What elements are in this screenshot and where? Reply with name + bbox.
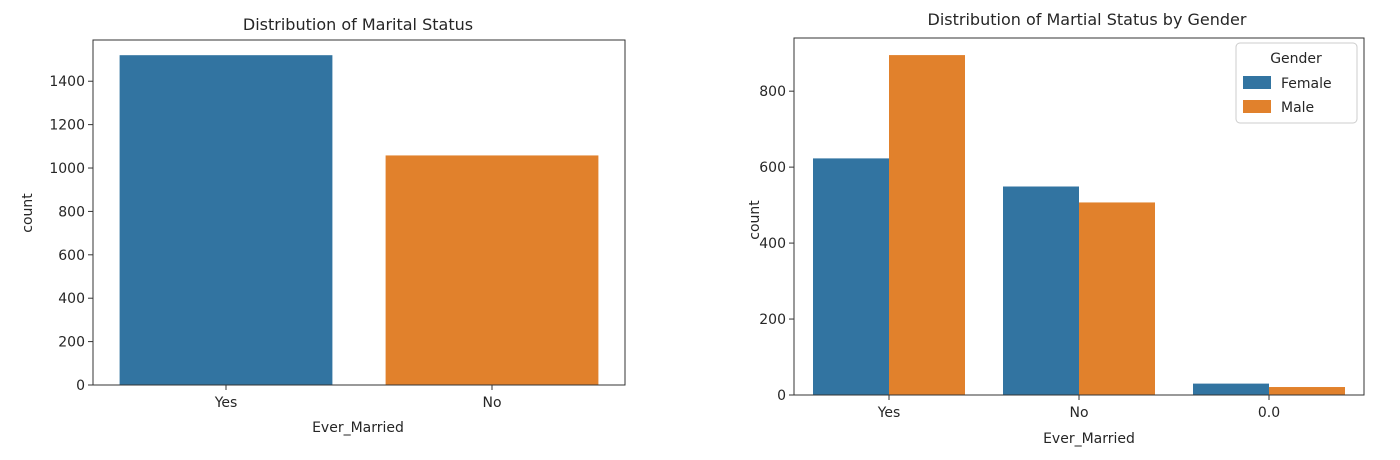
- y-tick-label: 1400: [49, 74, 85, 90]
- plot-frame: [793, 37, 1365, 396]
- bar-female-0-0: [1193, 383, 1269, 395]
- y-tick-label: 800: [759, 84, 786, 100]
- legend-swatch-female: [1243, 76, 1271, 89]
- chart-title: Distribution of Marital Status: [243, 15, 473, 34]
- y-tick-label: 200: [58, 335, 85, 351]
- marital-status-by-gender-chart: Distribution of Martial Status by Gender…: [747, 10, 1365, 447]
- x-tick-label: Yes: [877, 405, 901, 421]
- legend-swatch-male: [1243, 100, 1271, 113]
- x-axis-label: Ever_Married: [1043, 431, 1135, 447]
- y-tick-label: 400: [759, 236, 786, 252]
- legend: Gender Female Male: [1235, 42, 1358, 124]
- x-axis-label: Ever_Married: [312, 420, 404, 436]
- legend-label-female: Female: [1281, 76, 1332, 92]
- y-tick-label: 0: [76, 378, 85, 394]
- y-tick-label: 1200: [49, 118, 85, 134]
- plot-area: 0 200 400 600 800 1000 1200 1400 Yes No: [49, 55, 599, 411]
- x-tick-label: Yes: [214, 395, 238, 411]
- y-tick-label: 400: [58, 291, 85, 307]
- chart-title: Distribution of Martial Status by Gender: [928, 10, 1247, 29]
- x-tick-label: No: [1069, 405, 1088, 421]
- y-axis-label: count: [747, 200, 763, 240]
- y-tick-label: 800: [58, 204, 85, 220]
- legend-title: Gender: [1270, 51, 1322, 67]
- bar-female-no: [1003, 186, 1079, 395]
- y-tick-label: 1000: [49, 161, 85, 177]
- y-tick-label: 600: [58, 248, 85, 264]
- bar-yes: [119, 55, 333, 385]
- y-axis-label: count: [20, 193, 36, 233]
- bar-male-no: [1079, 202, 1155, 395]
- y-tick-label: 0: [777, 388, 786, 404]
- bar-no: [385, 155, 599, 385]
- x-tick-label: No: [482, 395, 501, 411]
- plot-area: 0 200 400 600 800 Yes No 0.0: [759, 55, 1345, 421]
- y-tick-label: 600: [759, 160, 786, 176]
- y-tick-label: 200: [759, 312, 786, 328]
- legend-label-male: Male: [1281, 100, 1314, 116]
- marital-status-chart: Distribution of Marital Status 0 200 400 60…: [20, 15, 626, 436]
- bar-male-yes: [889, 55, 965, 396]
- bar-male-0-0: [1269, 387, 1345, 395]
- bar-female-yes: [813, 158, 889, 395]
- plot-frame: [92, 39, 626, 386]
- x-tick-label: 0.0: [1258, 405, 1280, 421]
